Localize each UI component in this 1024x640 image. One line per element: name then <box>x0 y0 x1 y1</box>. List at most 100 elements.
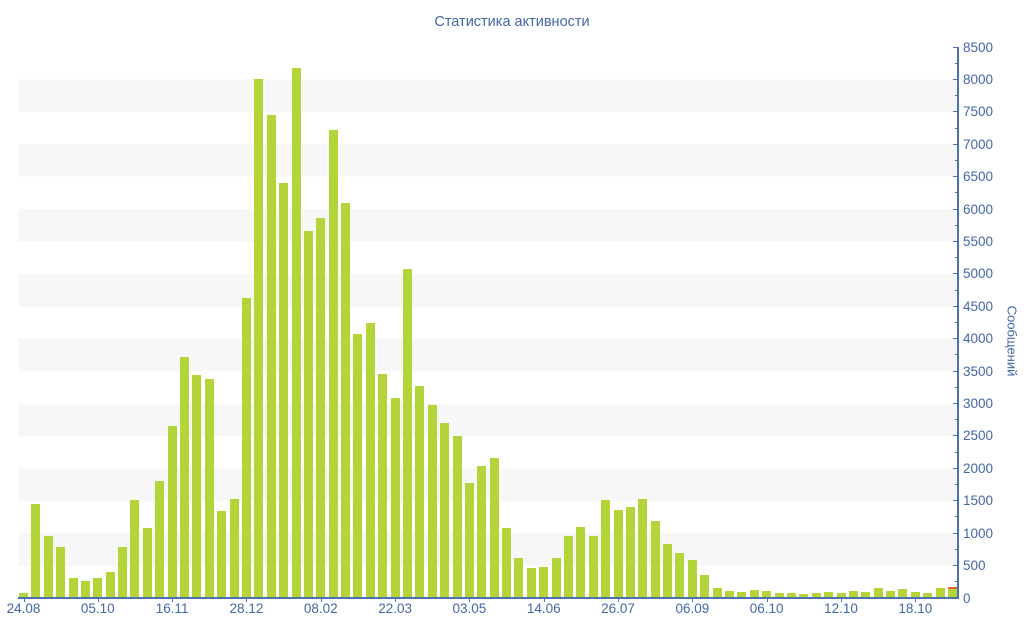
bar <box>588 535 598 598</box>
y-major-tick <box>953 273 958 275</box>
bar <box>291 67 301 598</box>
bar <box>155 481 165 598</box>
y-tick-label: 8500 <box>963 39 994 55</box>
bar <box>130 500 140 598</box>
bar <box>737 592 747 598</box>
y-major-tick <box>953 176 958 178</box>
y-tick-label: 7000 <box>963 136 994 152</box>
y-tick-label: 5500 <box>963 233 994 249</box>
y-tick-label: 3500 <box>963 363 994 379</box>
x-tick-label: 28.12 <box>229 601 264 616</box>
y-major-tick <box>953 500 958 502</box>
bar <box>353 334 363 598</box>
bar <box>898 588 908 598</box>
x-tick-label: 24.08 <box>6 601 41 616</box>
y-minor-tick <box>955 257 958 259</box>
bar <box>254 79 264 598</box>
y-major-tick <box>953 597 958 599</box>
y-tick-label: 4000 <box>963 331 994 347</box>
bar <box>192 375 202 598</box>
bar <box>886 590 896 598</box>
y-tick-label: 7500 <box>963 104 994 120</box>
bar <box>452 435 462 598</box>
x-tick-label: 03.05 <box>452 601 487 616</box>
bar <box>923 593 933 598</box>
x-tick-label: 06.09 <box>675 601 710 616</box>
bar <box>539 566 549 598</box>
bar <box>873 587 883 598</box>
x-tick <box>618 598 620 602</box>
bar <box>118 546 128 598</box>
bar <box>217 510 227 598</box>
y-minor-tick <box>955 581 958 583</box>
x-tick <box>543 598 545 602</box>
y-minor-tick <box>955 516 958 518</box>
y-major-tick <box>953 240 958 242</box>
bar <box>502 528 512 598</box>
y-major-tick <box>953 532 958 534</box>
x-tick-label: 22.03 <box>378 601 412 616</box>
x-tick <box>692 598 694 602</box>
bar <box>390 398 400 598</box>
y-major-tick <box>953 467 958 469</box>
x-tick-label: 06.10 <box>749 601 784 616</box>
x-tick-label: 12.10 <box>824 601 858 616</box>
bar <box>477 466 487 598</box>
bar <box>43 535 53 598</box>
bar <box>464 482 474 598</box>
y-minor-tick <box>955 127 958 129</box>
y-major-tick <box>953 403 958 405</box>
bar <box>427 404 437 598</box>
bar <box>328 129 338 598</box>
x-tick <box>97 598 99 602</box>
x-tick-label: 05.10 <box>80 601 115 616</box>
bar <box>241 297 251 598</box>
bar <box>675 552 685 598</box>
bar <box>811 592 821 598</box>
bar <box>576 527 586 598</box>
bar <box>786 593 796 598</box>
bar <box>935 588 945 598</box>
bar <box>440 422 450 598</box>
y-axis-title: Сообщений <box>1004 305 1020 377</box>
x-tick-label: 18.10 <box>898 601 933 616</box>
bar <box>861 591 871 598</box>
bar <box>663 543 673 598</box>
current-period-highlight <box>948 586 957 590</box>
y-tick-label: 8000 <box>963 71 994 87</box>
bar <box>68 577 78 598</box>
y-minor-tick <box>955 192 958 194</box>
x-tick-label: 08.02 <box>303 601 338 616</box>
x-tick <box>172 598 174 602</box>
y-minor-tick <box>955 386 958 388</box>
bar <box>910 592 920 598</box>
y-major-tick <box>953 370 958 372</box>
bar <box>948 586 957 598</box>
bar <box>402 269 412 598</box>
bar <box>625 506 635 598</box>
bar <box>142 528 152 598</box>
y-minor-tick <box>955 484 958 486</box>
y-tick-label: 6500 <box>963 169 994 185</box>
bar <box>229 498 239 598</box>
bar <box>601 500 611 598</box>
bar <box>514 558 524 598</box>
y-major-tick <box>953 208 958 210</box>
bar <box>365 322 375 598</box>
bar <box>799 594 809 598</box>
y-minor-tick <box>955 159 958 161</box>
bar <box>415 386 425 598</box>
x-tick <box>23 598 25 602</box>
bar <box>19 592 28 598</box>
bar <box>836 593 846 598</box>
y-minor-tick <box>955 322 958 323</box>
bar <box>489 457 499 598</box>
y-tick-label: 0 <box>963 590 971 606</box>
bar <box>279 183 289 598</box>
y-minor-tick <box>955 451 958 453</box>
y-minor-tick <box>955 62 958 64</box>
y-major-tick <box>953 338 958 340</box>
y-major-tick <box>953 143 958 145</box>
x-tick <box>320 598 322 602</box>
